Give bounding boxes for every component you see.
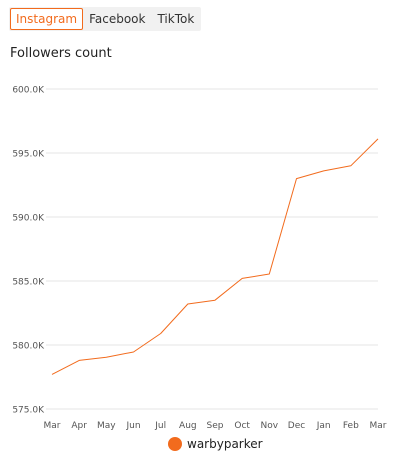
tab-instagram[interactable]: Instagram <box>10 8 84 30</box>
x-tick-label: Dec <box>288 421 305 431</box>
platform-tabs: Instagram Facebook TikTok <box>9 7 202 31</box>
x-tick-label: Jan <box>316 421 331 431</box>
tab-tiktok[interactable]: TikTok <box>157 12 195 26</box>
x-tick-label: Jul <box>154 421 166 431</box>
data-point <box>51 373 54 376</box>
x-tick-label: Mar <box>370 421 387 431</box>
tab-facebook[interactable]: Facebook <box>89 12 146 26</box>
data-point <box>268 272 271 275</box>
x-tick-label: Jun <box>125 421 140 431</box>
y-tick-label: 590.0K <box>12 214 45 224</box>
y-tick-label: 600.0K <box>12 86 45 96</box>
x-tick-label: May <box>97 421 116 431</box>
data-point <box>132 351 135 354</box>
data-point <box>214 299 217 302</box>
x-tick-label: Sep <box>207 421 224 431</box>
data-point <box>78 359 81 362</box>
chart-title: Followers count <box>10 46 112 61</box>
y-tick-label: 575.0K <box>12 406 45 416</box>
data-point <box>159 332 162 335</box>
x-tick-label: Oct <box>234 421 250 431</box>
data-point <box>186 303 189 306</box>
data-point <box>241 277 244 280</box>
legend-label: warbyparker <box>187 437 263 451</box>
x-tick-label: Aug <box>179 421 197 431</box>
legend-swatch <box>168 437 182 451</box>
data-point <box>322 169 325 172</box>
data-point <box>105 356 108 359</box>
data-point <box>295 177 298 180</box>
legend-item-warbyparker[interactable]: warbyparker <box>168 437 263 451</box>
data-point <box>349 164 352 167</box>
y-tick-label: 595.0K <box>12 150 45 160</box>
x-tick-label: Feb <box>343 421 359 431</box>
series-line-warbyparker <box>51 138 379 375</box>
x-tick-label: Nov <box>261 421 279 431</box>
x-tick-label: Mar <box>44 421 61 431</box>
y-tick-label: 580.0K <box>12 342 45 352</box>
y-tick-label: 585.0K <box>12 278 45 288</box>
x-tick-label: Apr <box>71 421 87 431</box>
data-point <box>377 137 380 140</box>
